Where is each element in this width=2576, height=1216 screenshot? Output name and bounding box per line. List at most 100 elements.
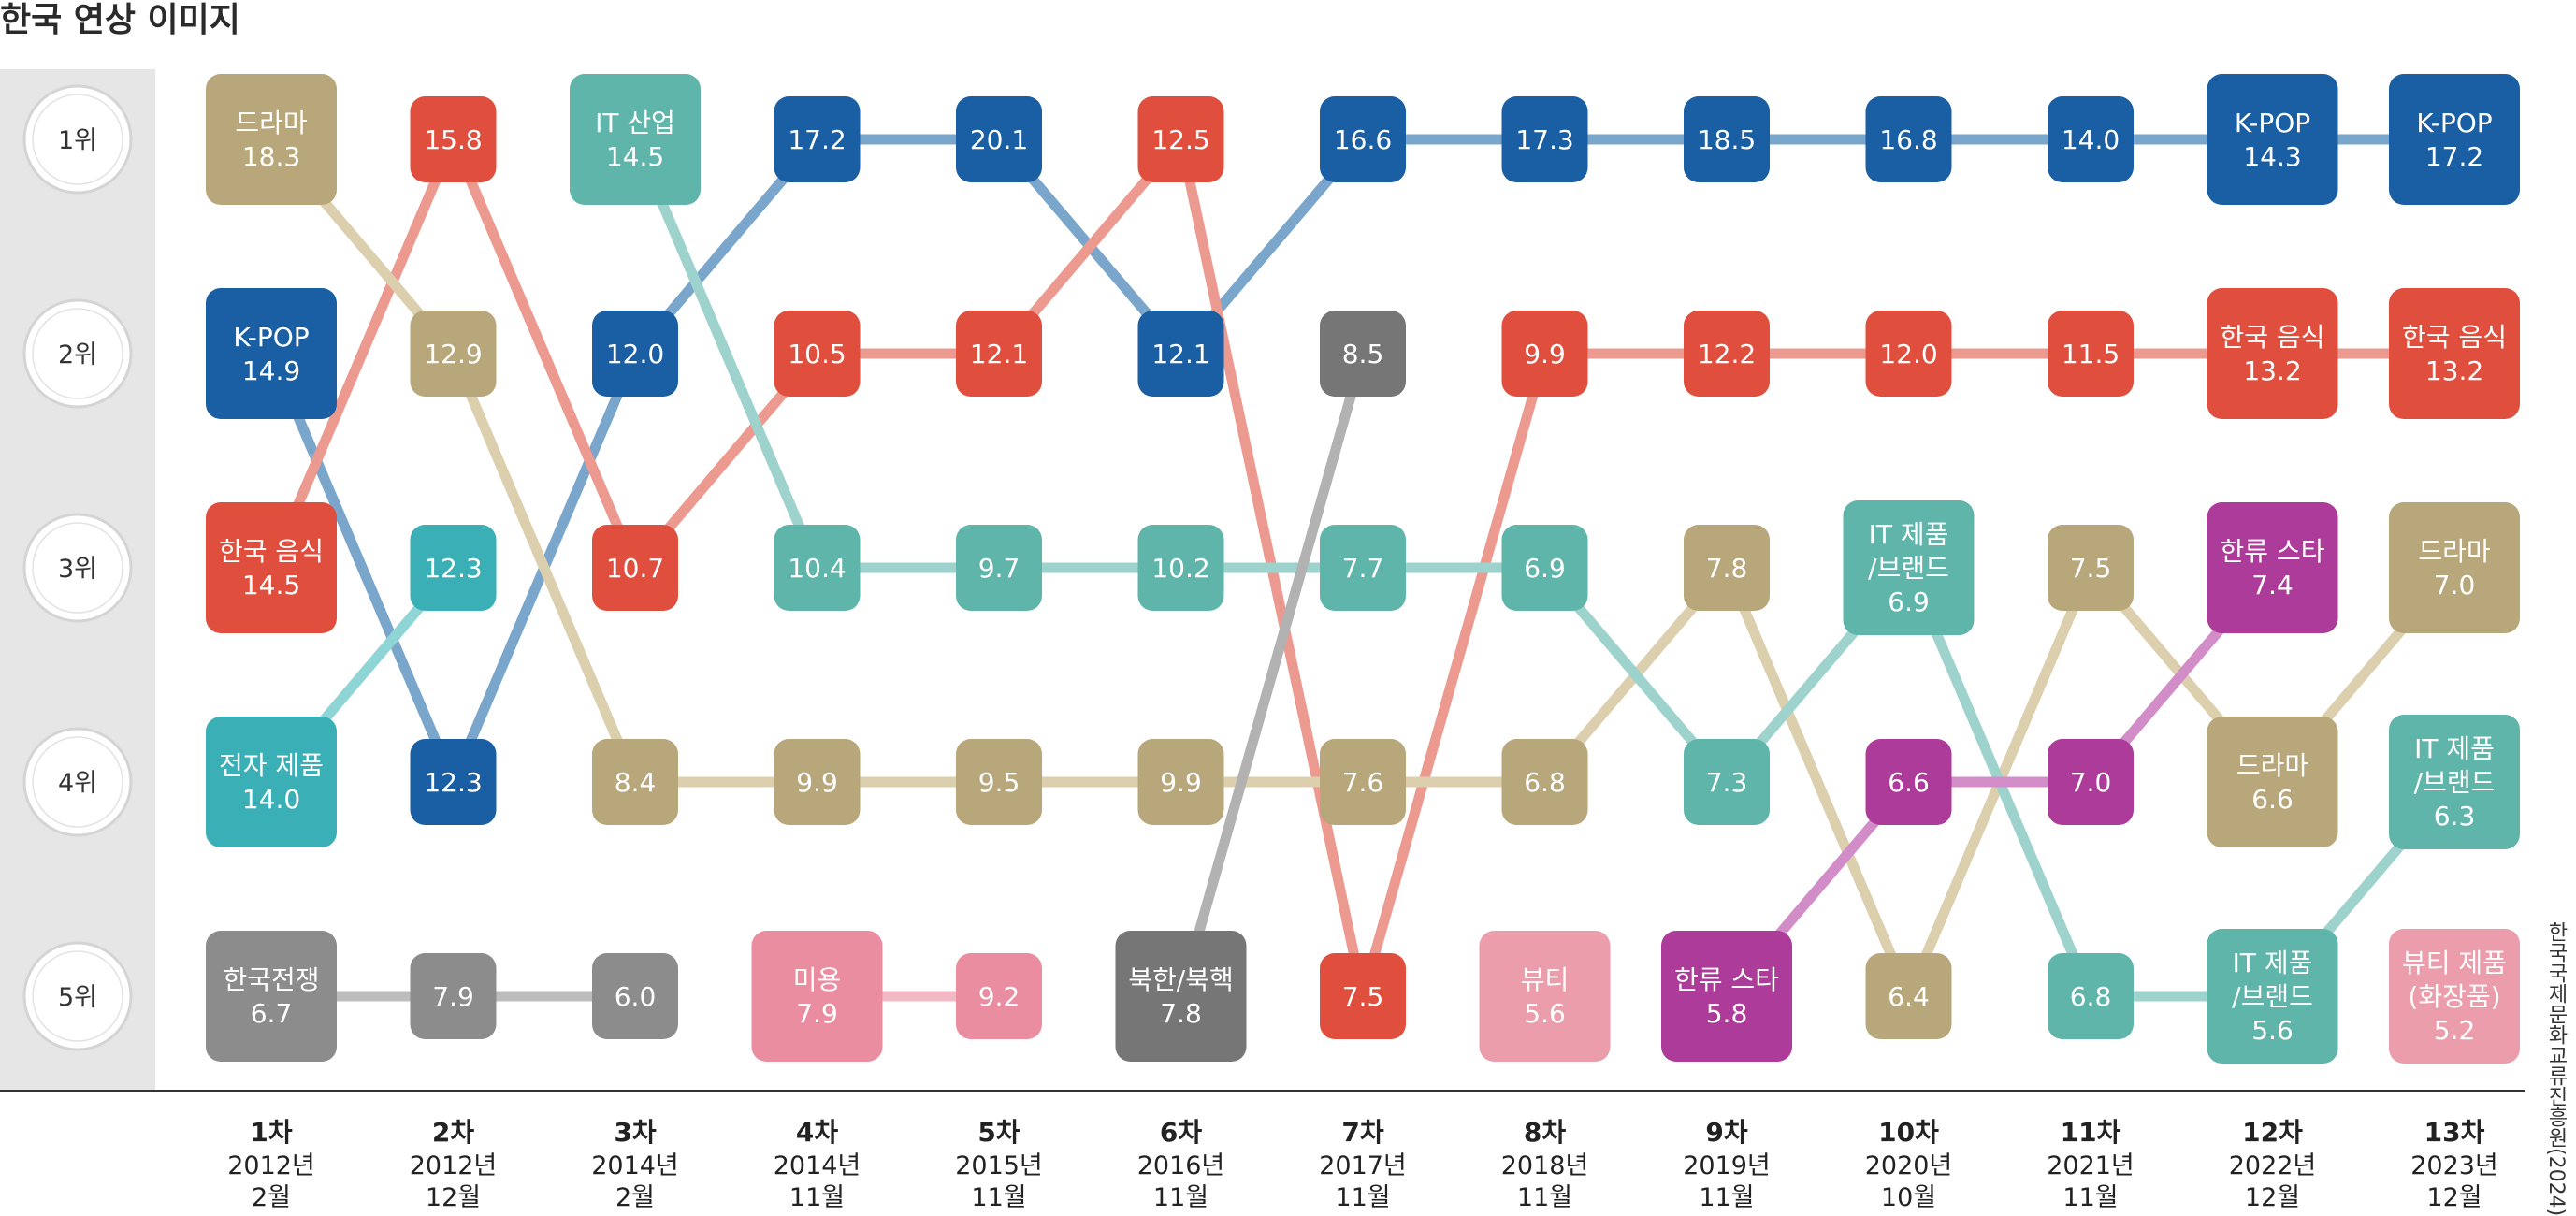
node-label: 전자 제품: [219, 750, 324, 781]
node-label: IT 산업: [595, 108, 675, 138]
x-tick-month: 2월: [252, 1183, 291, 1212]
node-value: 7.5: [1342, 981, 1384, 1012]
x-tick-month: 12월: [2426, 1183, 2482, 1212]
node-food: [206, 502, 337, 633]
node-drama: [1137, 739, 1224, 825]
x-tick-round: 3차: [614, 1117, 656, 1148]
node-war: [410, 953, 497, 1039]
node-value: 6.4: [1888, 981, 1930, 1012]
node-kpop: [410, 739, 497, 825]
node-food: [1865, 311, 1952, 397]
node-value: 7.5: [2070, 553, 2112, 584]
node-value: 16.8: [1879, 124, 1937, 155]
node-kpop: [956, 96, 1042, 182]
node-value: 6.8: [1524, 767, 1566, 798]
x-tick-year: 2016년: [1137, 1151, 1225, 1180]
node-label: 뷰티: [1521, 964, 1570, 995]
node-itind: [774, 525, 861, 611]
node-value: 7.7: [1342, 553, 1384, 584]
rank-circle-inner: [32, 736, 123, 828]
node-value: 7.0: [2434, 570, 2476, 601]
node-hallyu: [1865, 739, 1952, 825]
node-value: 6.0: [615, 981, 657, 1012]
node-war: [206, 931, 337, 1062]
node-value: 16.6: [1334, 124, 1392, 155]
x-tick-month: 12월: [426, 1183, 481, 1212]
node-value: 14.9: [242, 355, 300, 386]
node-value: 9.9: [796, 767, 838, 798]
node-north: [1115, 931, 1247, 1062]
x-tick-month: 11월: [2062, 1183, 2118, 1212]
node-label: 한국 음식: [2402, 322, 2507, 353]
x-tick-round: 9차: [1705, 1117, 1747, 1148]
node-beauty: [751, 931, 883, 1062]
node-itind: [2207, 929, 2338, 1064]
rank-label: 2위: [58, 340, 97, 369]
node-itind: [1501, 525, 1588, 611]
node-drama: [1320, 739, 1406, 825]
node-drama: [592, 739, 678, 825]
node-label: 한국 음식: [219, 536, 324, 567]
x-tick-round: 5차: [977, 1117, 1020, 1148]
x-tick-month: 11월: [971, 1183, 1026, 1212]
series-line-food: [266, 134, 458, 573]
node-hallyu: [1661, 931, 1792, 1062]
node-food: [1501, 311, 1588, 397]
node-drama: [2048, 525, 2134, 611]
node-cosme: [2389, 929, 2520, 1064]
node-label: 한류 스타: [1674, 964, 1779, 995]
chart-title: 한국 연상 이미지: [0, 1, 240, 39]
node-value: 8.4: [615, 767, 657, 798]
node-value: 20.1: [970, 124, 1028, 155]
node-itind: [570, 74, 701, 205]
node-label: 북한/북핵: [1128, 964, 1233, 995]
node-value: 17.2: [2425, 141, 2483, 172]
node-food: [1320, 953, 1406, 1039]
rank-label: 5위: [58, 983, 97, 1012]
node-itind: [956, 525, 1042, 611]
node-value: 9.2: [978, 981, 1020, 1012]
x-tick-month: 12월: [2245, 1183, 2300, 1212]
node-food: [956, 311, 1042, 397]
node-value: 12.3: [424, 767, 482, 798]
x-tick-month: 11월: [1335, 1183, 1390, 1212]
node-value: 12.0: [606, 339, 664, 369]
node-value: 14.5: [606, 141, 664, 172]
node-value: 18.5: [1698, 124, 1756, 155]
node-value: 6.6: [2251, 784, 2294, 815]
x-tick-year: 2019년: [1683, 1151, 1771, 1180]
node-drama: [1684, 525, 1770, 611]
node-kpop: [1684, 96, 1770, 182]
node-label: 한국 음식: [2221, 322, 2325, 353]
node-label: 뷰티 제품: [2402, 948, 2507, 978]
x-tick-year: 2015년: [955, 1151, 1043, 1180]
node-itind: [2389, 715, 2520, 849]
x-tick-round: 2차: [432, 1117, 474, 1148]
node-food: [774, 311, 861, 397]
x-tick-round: 10차: [1878, 1117, 1939, 1148]
node-value: 12.2: [1698, 339, 1756, 369]
node-drama: [774, 739, 861, 825]
node-value: 14.0: [242, 784, 300, 815]
node-kpop: [1865, 96, 1952, 182]
node-label: /브랜드: [2414, 767, 2496, 798]
node-value: 11.5: [2062, 339, 2120, 369]
rank-label: 1위: [58, 126, 97, 155]
node-value: 12.9: [424, 339, 482, 369]
node-value: 6.3: [2434, 801, 2476, 832]
node-food: [2207, 288, 2338, 419]
node-itind: [2048, 953, 2134, 1039]
node-label: 한류 스타: [2221, 536, 2325, 567]
node-kpop: [2048, 96, 2134, 182]
x-tick-year: 2020년: [1865, 1151, 1953, 1180]
node-label: 한국전쟁: [223, 964, 319, 995]
x-tick-round: 13차: [2424, 1117, 2485, 1148]
node-value: 5.8: [1706, 998, 1748, 1029]
node-value: 7.9: [432, 981, 474, 1012]
node-value: 10.7: [606, 553, 664, 584]
node-war: [592, 953, 678, 1039]
node-itind: [1684, 739, 1770, 825]
node-north: [1320, 311, 1406, 397]
